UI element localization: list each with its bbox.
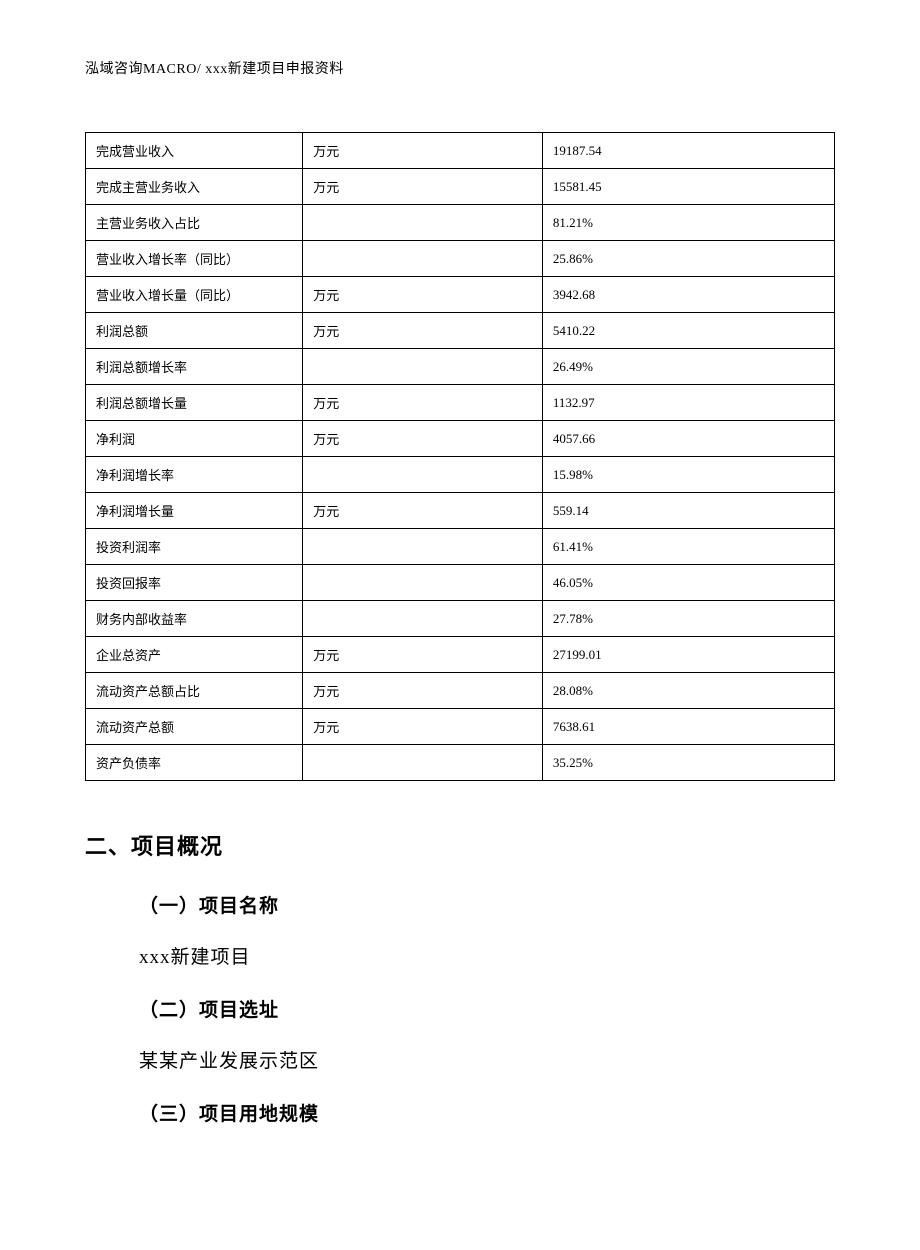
cell-label: 投资利润率	[86, 529, 303, 565]
cell-label: 营业收入增长率（同比）	[86, 241, 303, 277]
table-row: 企业总资产 万元 27199.01	[86, 637, 835, 673]
cell-label: 投资回报率	[86, 565, 303, 601]
cell-unit: 万元	[303, 133, 543, 169]
cell-unit: 万元	[303, 709, 543, 745]
cell-label: 净利润增长量	[86, 493, 303, 529]
financial-table: 完成营业收入 万元 19187.54 完成主营业务收入 万元 15581.45 …	[85, 132, 835, 781]
cell-value: 4057.66	[542, 421, 834, 457]
cell-value: 27.78%	[542, 601, 834, 637]
cell-unit	[303, 745, 543, 781]
cell-unit	[303, 565, 543, 601]
subsection-body-2: 某某产业发展示范区	[139, 1046, 835, 1073]
table-row: 完成营业收入 万元 19187.54	[86, 133, 835, 169]
cell-unit	[303, 457, 543, 493]
cell-unit	[303, 529, 543, 565]
cell-unit: 万元	[303, 673, 543, 709]
cell-value: 5410.22	[542, 313, 834, 349]
cell-unit	[303, 205, 543, 241]
cell-value: 46.05%	[542, 565, 834, 601]
table-row: 利润总额增长率 26.49%	[86, 349, 835, 385]
document-page: 泓域咨询MACRO/ xxx新建项目申报资料 完成营业收入 万元 19187.5…	[0, 0, 920, 1250]
cell-unit: 万元	[303, 493, 543, 529]
subsection-title-1: （一）项目名称	[139, 891, 835, 918]
cell-unit	[303, 349, 543, 385]
table-row: 净利润增长率 15.98%	[86, 457, 835, 493]
cell-label: 营业收入增长量（同比）	[86, 277, 303, 313]
cell-value: 27199.01	[542, 637, 834, 673]
cell-unit: 万元	[303, 637, 543, 673]
cell-label: 资产负债率	[86, 745, 303, 781]
cell-value: 15.98%	[542, 457, 834, 493]
table-row: 利润总额增长量 万元 1132.97	[86, 385, 835, 421]
cell-value: 7638.61	[542, 709, 834, 745]
cell-unit: 万元	[303, 277, 543, 313]
table-row: 完成主营业务收入 万元 15581.45	[86, 169, 835, 205]
table-row: 净利润 万元 4057.66	[86, 421, 835, 457]
cell-value: 25.86%	[542, 241, 834, 277]
table-row: 营业收入增长量（同比） 万元 3942.68	[86, 277, 835, 313]
table-row: 流动资产总额占比 万元 28.08%	[86, 673, 835, 709]
cell-value: 26.49%	[542, 349, 834, 385]
table-row: 净利润增长量 万元 559.14	[86, 493, 835, 529]
table-body: 完成营业收入 万元 19187.54 完成主营业务收入 万元 15581.45 …	[86, 133, 835, 781]
cell-unit: 万元	[303, 421, 543, 457]
section-title: 二、项目概况	[85, 829, 835, 861]
cell-unit: 万元	[303, 313, 543, 349]
cell-label: 完成主营业务收入	[86, 169, 303, 205]
table-row: 主营业务收入占比 81.21%	[86, 205, 835, 241]
subsection-title-3: （三）项目用地规模	[139, 1099, 835, 1126]
cell-value: 61.41%	[542, 529, 834, 565]
cell-label: 净利润增长率	[86, 457, 303, 493]
cell-unit: 万元	[303, 385, 543, 421]
table-row: 投资利润率 61.41%	[86, 529, 835, 565]
cell-unit	[303, 241, 543, 277]
cell-label: 流动资产总额	[86, 709, 303, 745]
cell-label: 完成营业收入	[86, 133, 303, 169]
cell-value: 15581.45	[542, 169, 834, 205]
cell-label: 利润总额增长量	[86, 385, 303, 421]
cell-value: 28.08%	[542, 673, 834, 709]
table-row: 利润总额 万元 5410.22	[86, 313, 835, 349]
cell-label: 流动资产总额占比	[86, 673, 303, 709]
cell-value: 1132.97	[542, 385, 834, 421]
table-row: 营业收入增长率（同比） 25.86%	[86, 241, 835, 277]
cell-unit: 万元	[303, 169, 543, 205]
page-header: 泓域咨询MACRO/ xxx新建项目申报资料	[85, 58, 835, 78]
cell-label: 利润总额	[86, 313, 303, 349]
table-row: 流动资产总额 万元 7638.61	[86, 709, 835, 745]
cell-value: 19187.54	[542, 133, 834, 169]
cell-unit	[303, 601, 543, 637]
subsection-title-2: （二）项目选址	[139, 995, 835, 1022]
cell-label: 净利润	[86, 421, 303, 457]
cell-value: 3942.68	[542, 277, 834, 313]
cell-value: 35.25%	[542, 745, 834, 781]
cell-label: 企业总资产	[86, 637, 303, 673]
cell-label: 利润总额增长率	[86, 349, 303, 385]
table-row: 投资回报率 46.05%	[86, 565, 835, 601]
cell-label: 财务内部收益率	[86, 601, 303, 637]
cell-label: 主营业务收入占比	[86, 205, 303, 241]
cell-value: 81.21%	[542, 205, 834, 241]
table-row: 资产负债率 35.25%	[86, 745, 835, 781]
cell-value: 559.14	[542, 493, 834, 529]
subsection-body-1: xxx新建项目	[139, 942, 835, 969]
table-row: 财务内部收益率 27.78%	[86, 601, 835, 637]
